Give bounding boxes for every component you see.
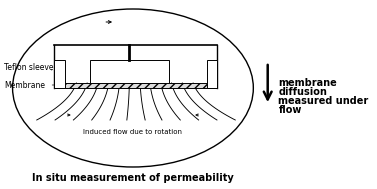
Bar <box>207 60 218 88</box>
Text: diffusion: diffusion <box>279 87 327 97</box>
Text: Induced flow due to rotation: Induced flow due to rotation <box>83 129 182 135</box>
Text: flow: flow <box>279 105 302 115</box>
Text: membrane: membrane <box>279 78 337 88</box>
Text: In situ measurement of permeability: In situ measurement of permeability <box>32 173 234 183</box>
Bar <box>54 83 218 88</box>
Text: Membrane: Membrane <box>5 81 46 90</box>
Text: measured under: measured under <box>279 96 369 106</box>
Bar <box>90 60 169 83</box>
Bar <box>54 60 65 88</box>
Text: Teflon sleeve: Teflon sleeve <box>5 64 54 73</box>
